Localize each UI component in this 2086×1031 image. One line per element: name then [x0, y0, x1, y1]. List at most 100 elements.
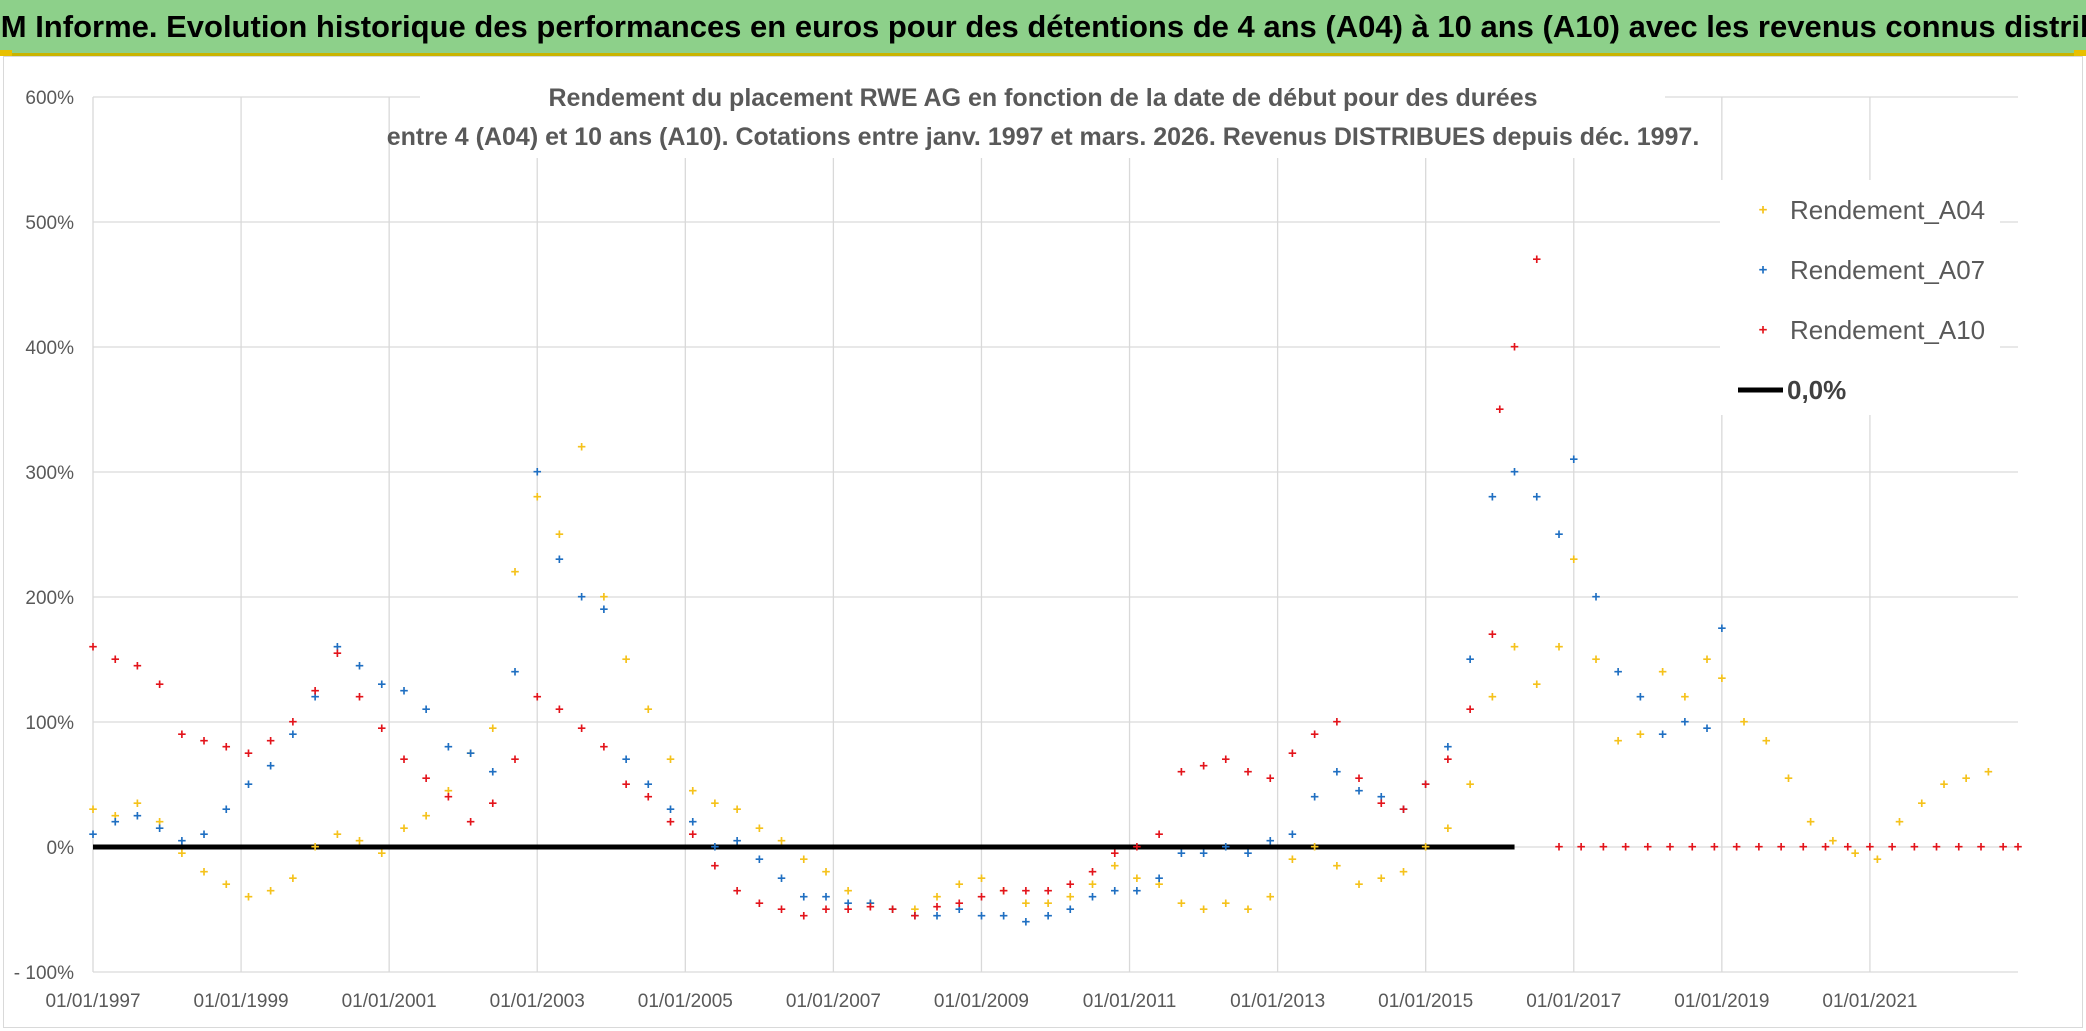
point-a10: + [1843, 839, 1852, 856]
legend-label-a10: Rendement_A10 [1790, 315, 1985, 345]
point-a04: + [1592, 651, 1601, 668]
series-layer: + + + + + + + + + + + + + + + + + + + + + + + + + + + + + + + + + + + + + + + +… [89, 251, 2023, 931]
point-a10: + [1999, 839, 2008, 856]
point-a04: + [155, 814, 164, 831]
point-a04: + [1221, 895, 1230, 912]
point-a04: + [1266, 889, 1275, 906]
point-a07: + [1022, 914, 1031, 931]
y-tick-label: - 100% [14, 963, 74, 984]
point-a04: + [355, 832, 364, 849]
point-a10: + [1177, 764, 1186, 781]
point-a10: + [1044, 882, 1053, 899]
point-a10: + [466, 814, 475, 831]
point-a04: + [89, 801, 98, 818]
point-a10: + [133, 657, 142, 674]
point-a10: + [1621, 839, 1630, 856]
point-a10: + [200, 732, 209, 749]
x-axis-ticks: 01/01/1997 01/01/1999 01/01/2001 01/01/2003… [45, 991, 1917, 1012]
point-a04: + [1244, 901, 1253, 918]
point-a10: + [599, 739, 608, 756]
point-a07: + [555, 551, 564, 568]
point-a04: + [599, 589, 608, 606]
point-a07: + [1177, 845, 1186, 862]
point-a07: + [488, 764, 497, 781]
point-a10: + [1221, 751, 1230, 768]
point-a04: + [1829, 832, 1838, 849]
point-a07: + [1399, 801, 1408, 818]
chart-frame [3, 56, 2083, 1028]
point-a04: + [1199, 901, 1208, 918]
y-tick-label: 100% [25, 713, 74, 734]
point-a10: + [1377, 795, 1386, 812]
point-a10: + [1977, 839, 1986, 856]
point-a04: + [1703, 651, 1712, 668]
point-a07: + [133, 807, 142, 824]
point-a10: + [1288, 745, 1297, 762]
point-a07: + [599, 601, 608, 618]
point-a07: + [955, 901, 964, 918]
point-a07: + [200, 826, 209, 843]
point-a04: + [1133, 870, 1142, 887]
point-a10: + [89, 639, 98, 656]
point-a07: + [155, 820, 164, 837]
point-a04: + [1636, 726, 1645, 743]
point-a07: + [1155, 870, 1164, 887]
point-a10: + [1332, 714, 1341, 731]
point-a07: + [755, 851, 764, 868]
point-a04: + [1421, 839, 1430, 856]
point-a10: + [222, 739, 231, 756]
point-a10: + [1799, 839, 1808, 856]
point-a04: + [1510, 639, 1519, 656]
point-a04: + [1444, 820, 1453, 837]
point-a04: + [289, 870, 298, 887]
point-a07: + [1592, 589, 1601, 606]
point-a07: + [888, 901, 897, 918]
point-a07: + [799, 889, 808, 906]
point-a07: + [977, 907, 986, 924]
point-a10: + [1244, 764, 1253, 781]
point-a10: + [711, 857, 720, 874]
point-a04: + [533, 489, 542, 506]
point-a10: + [555, 701, 564, 718]
point-a07: + [1466, 651, 1475, 668]
point-a07: + [1199, 845, 1208, 862]
point-a04: + [266, 882, 275, 899]
point-a07: + [1377, 789, 1386, 806]
point-a10: + [1532, 251, 1541, 268]
point-a07: + [577, 589, 586, 606]
point-a07: + [1488, 489, 1497, 506]
point-a10: + [1266, 770, 1275, 787]
point-a04: + [1740, 714, 1749, 731]
point-a04: + [644, 701, 653, 718]
point-a07: + [999, 907, 1008, 924]
point-a04: + [1658, 664, 1667, 681]
point-a07: + [177, 832, 186, 849]
x-tick-label: 01/01/2001 [342, 991, 437, 1012]
point-a10: + [1088, 864, 1097, 881]
point-a07: + [533, 464, 542, 481]
banner-corner-left [0, 50, 12, 56]
x-tick-label: 01/01/2015 [1378, 991, 1473, 1012]
point-a04: + [1569, 551, 1578, 568]
point-a10: + [444, 789, 453, 806]
point-a07: + [1266, 832, 1275, 849]
report-banner: ADAM Informe. Evolution historique des p… [0, 0, 2086, 56]
point-a04: + [1806, 814, 1815, 831]
point-a04: + [111, 807, 120, 824]
point-a04: + [1399, 864, 1408, 881]
point-a10: + [1510, 339, 1519, 356]
point-a07: + [1636, 689, 1645, 706]
point-a04: + [244, 889, 253, 906]
point-a07: + [511, 664, 520, 681]
point-a04: + [1488, 689, 1497, 706]
point-a10: + [1133, 839, 1142, 856]
series-a04: + + + + + + + + + + + + + + + + + + + + + + + + + + + + + + + + + + + + + + + +… [89, 439, 1993, 919]
point-a07: + [1510, 464, 1519, 481]
point-a10: + [1666, 839, 1675, 856]
point-a04: + [910, 901, 919, 918]
point-a10: + [1577, 839, 1586, 856]
point-a04: + [933, 889, 942, 906]
point-a04: + [1680, 689, 1689, 706]
point-a10: + [1643, 839, 1652, 856]
point-a07: + [1717, 620, 1726, 637]
